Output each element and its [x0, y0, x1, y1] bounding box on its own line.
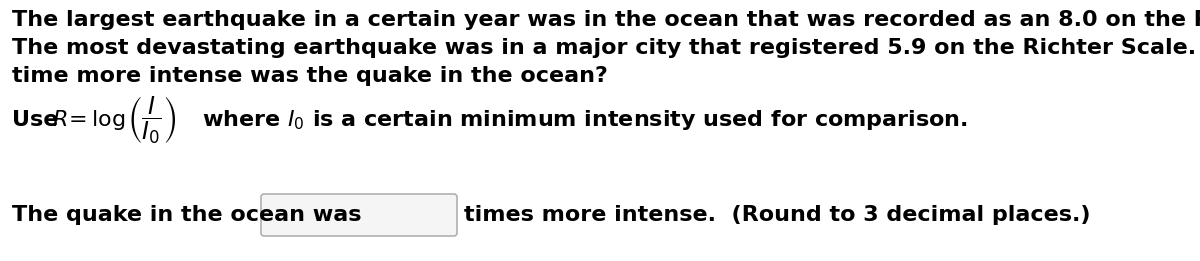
Text: $\left(\dfrac{I}{I_0}\right)$: $\left(\dfrac{I}{I_0}\right)$: [127, 94, 176, 146]
Text: times more intense.  (Round to 3 decimal places.): times more intense. (Round to 3 decimal …: [464, 205, 1091, 225]
Text: The largest earthquake in a certain year was in the ocean that was recorded as a: The largest earthquake in a certain year…: [12, 10, 1200, 30]
Text: The quake in the ocean was: The quake in the ocean was: [12, 205, 361, 225]
Text: $= \log$: $= \log$: [64, 108, 125, 132]
FancyBboxPatch shape: [262, 194, 457, 236]
Text: time more intense was the quake in the ocean?: time more intense was the quake in the o…: [12, 66, 608, 86]
Text: The most devastating earthquake was in a major city that registered 5.9 on the R: The most devastating earthquake was in a…: [12, 38, 1200, 58]
Text: where $\mathit{I}_0$ is a certain minimum intensity used for comparison.: where $\mathit{I}_0$ is a certain minimu…: [202, 108, 968, 132]
Text: $\mathit{R}$: $\mathit{R}$: [52, 110, 67, 130]
Text: Use: Use: [12, 110, 66, 130]
